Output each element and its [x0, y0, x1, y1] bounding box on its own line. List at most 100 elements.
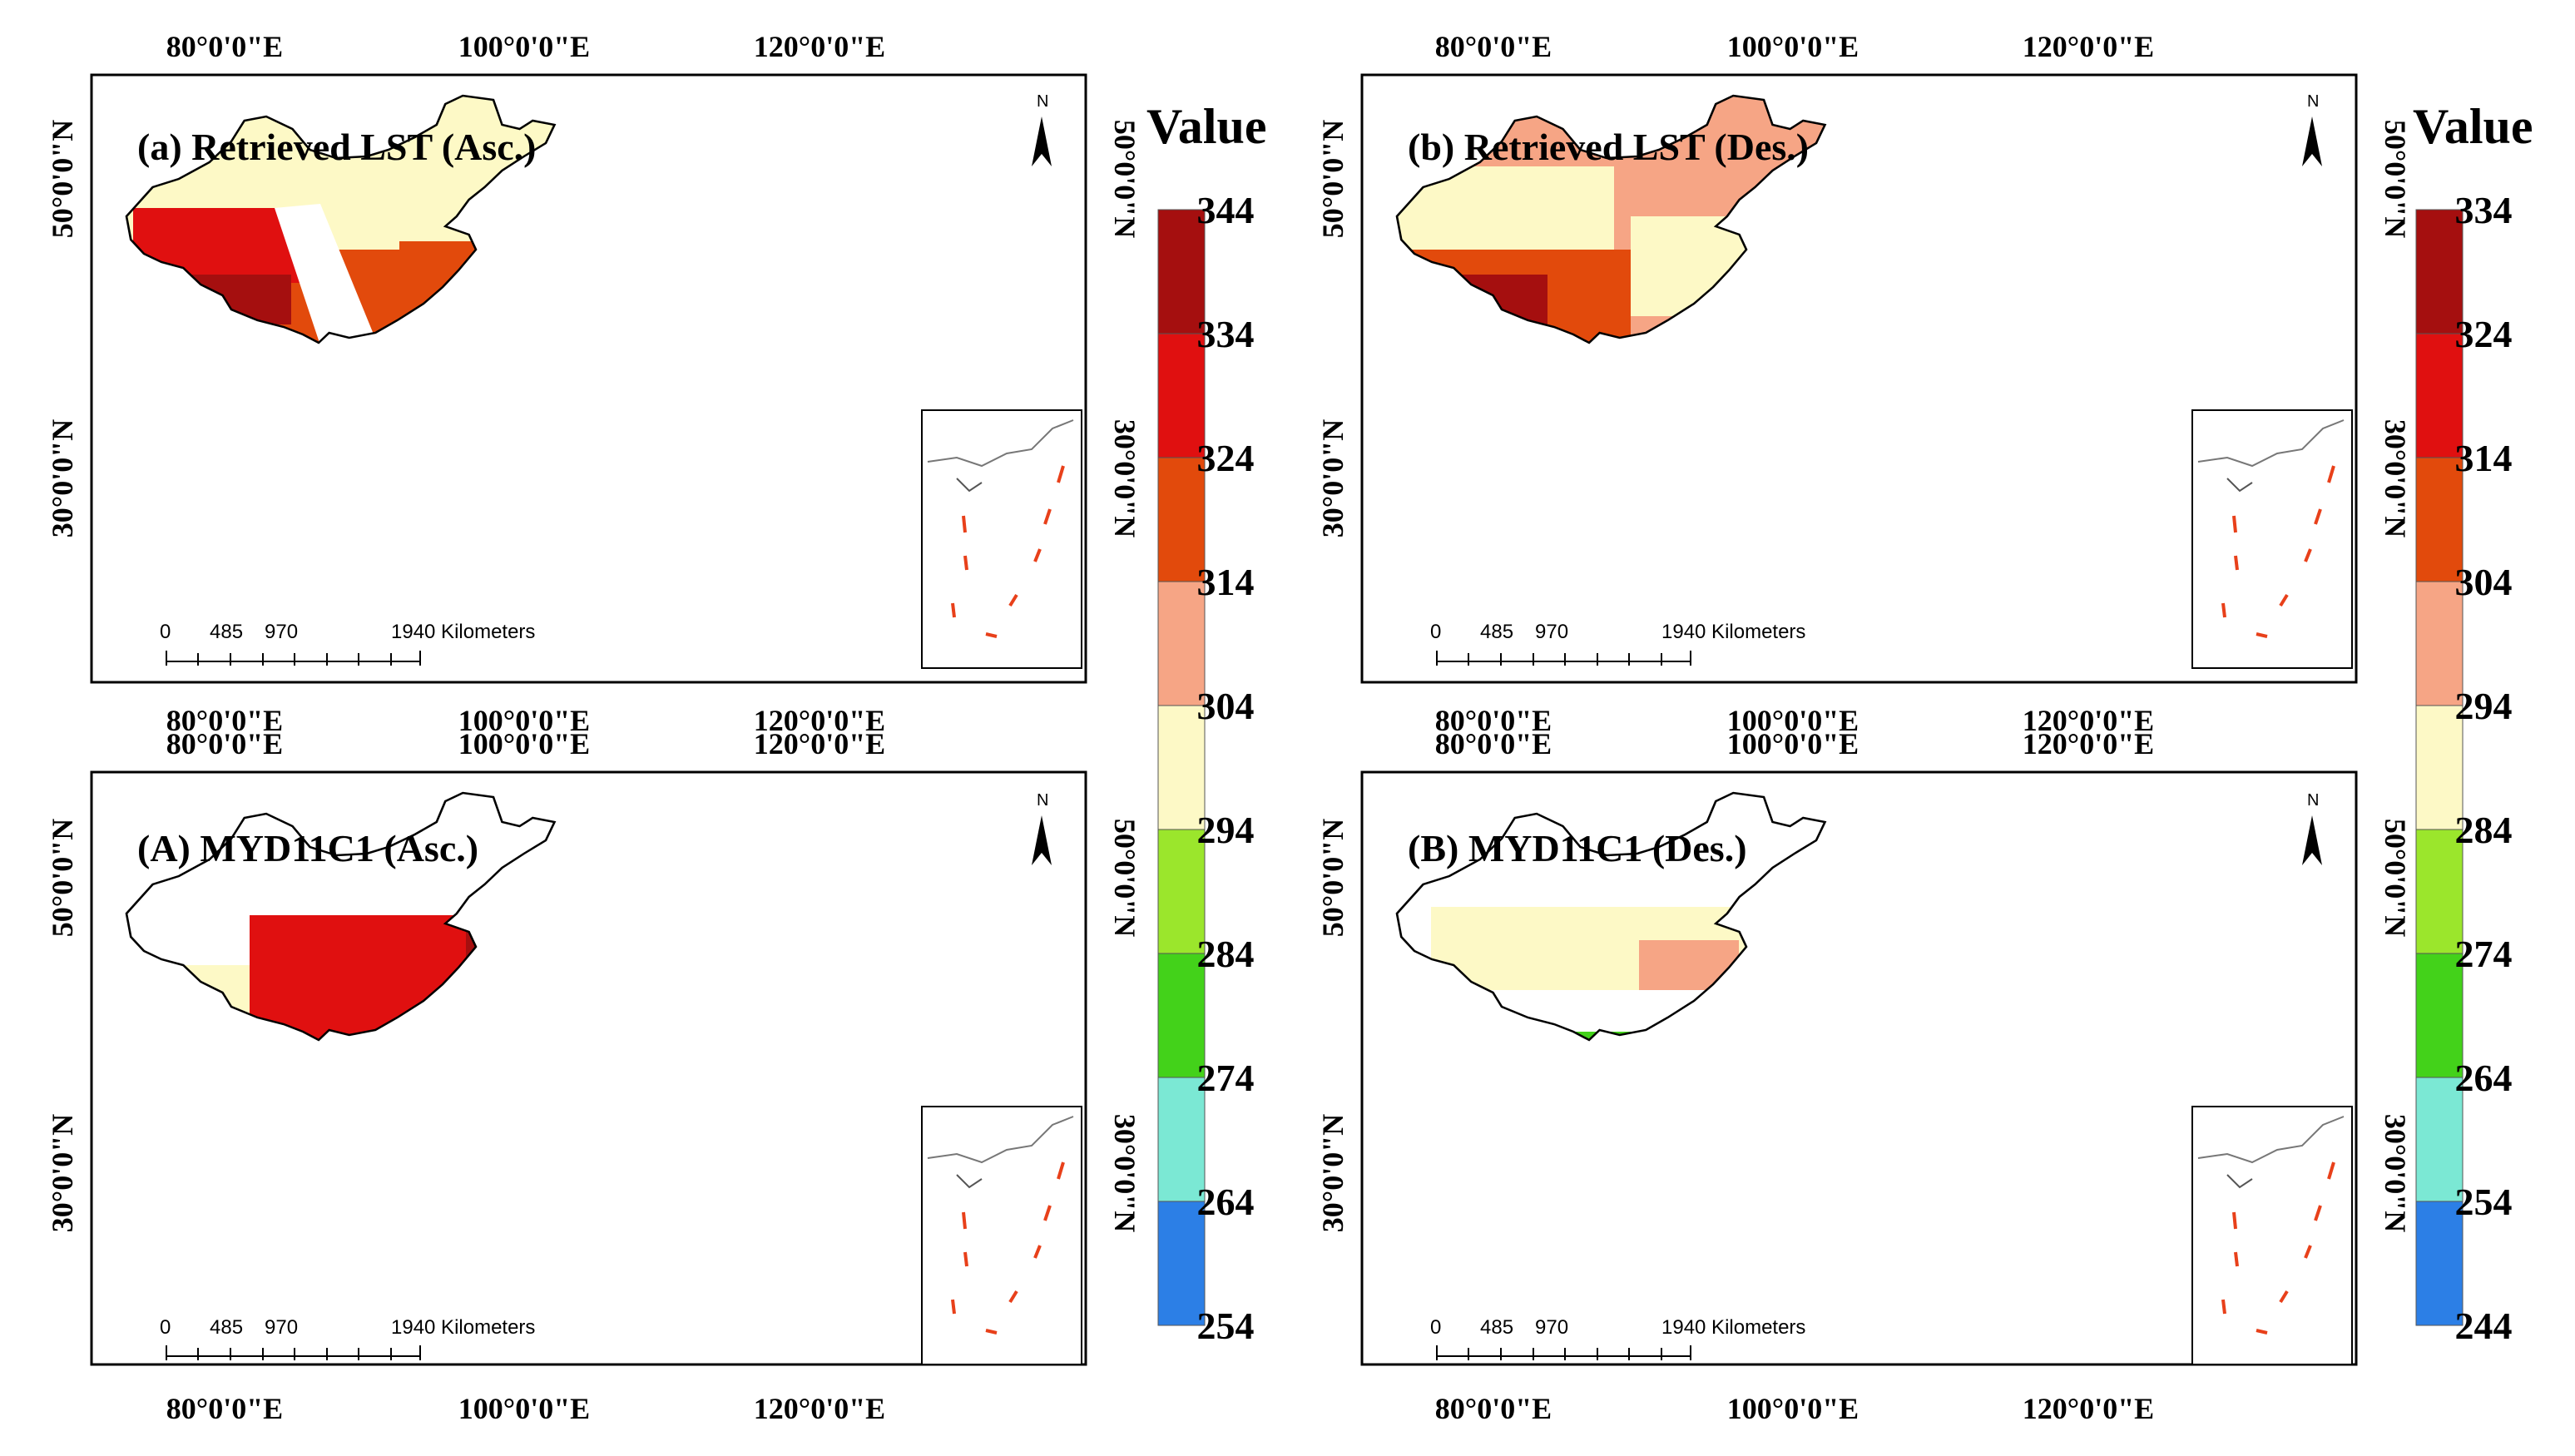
- lon-label: 100°0'0"E: [458, 1392, 590, 1425]
- panel-b: (b) Retrieved LST (Des.) N 0 485 970 194…: [1316, 30, 2412, 737]
- scale-label: 0: [1430, 1316, 1441, 1339]
- scale-label: 1940 Kilometers: [1661, 1316, 1805, 1339]
- lon-label: 120°0'0"E: [2023, 30, 2154, 63]
- lon-label: 80°0'0"E: [1435, 1392, 1552, 1425]
- lon-label: 80°0'0"E: [166, 704, 283, 737]
- lon-label: 100°0'0"E: [1727, 704, 1859, 737]
- lon-label: 120°0'0"E: [754, 30, 885, 63]
- lon-label: 100°0'0"E: [458, 30, 590, 63]
- legend-ascending: Value 344 334 324 314 304 294 284 274 264 254: [1146, 99, 1267, 1347]
- lon-label: 80°0'0"E: [166, 30, 283, 63]
- lat-label: 30°0'0"N: [1316, 1114, 1349, 1232]
- svg-text:N: N: [2307, 791, 2319, 810]
- legend-tick-label: 264: [2455, 1057, 2513, 1099]
- north-arrow: N: [2302, 92, 2322, 166]
- legend-tick-label: 254: [2455, 1181, 2513, 1223]
- scale-label: 0: [160, 621, 171, 643]
- legend-swatch: [2415, 1201, 2464, 1326]
- lon-label: 120°0'0"E: [2023, 1392, 2154, 1425]
- lon-label: 120°0'0"E: [754, 704, 885, 737]
- legend-swatch: [1157, 1201, 1206, 1326]
- scale-label: 970: [265, 621, 298, 643]
- scale-bar: 0 485 970 1940 Kilometers: [160, 1316, 535, 1360]
- lon-label: 120°0'0"E: [2023, 727, 2154, 760]
- inset-map: [921, 409, 1082, 669]
- scale-bar: 0 485 970 1940 Kilometers: [1430, 1316, 1805, 1360]
- legend-swatch: [1157, 705, 1206, 830]
- legend-tick-label: 244: [2455, 1305, 2513, 1347]
- svg-text:N: N: [1037, 791, 1048, 810]
- scale-label: 0: [1430, 621, 1441, 643]
- scale-label: 1940 Kilometers: [391, 621, 535, 643]
- lon-label: 120°0'0"E: [2023, 704, 2154, 737]
- legend-tick-label: 334: [2455, 189, 2513, 231]
- lon-label: 100°0'0"E: [458, 727, 590, 760]
- scale-label: 1940 Kilometers: [391, 1316, 535, 1339]
- legend-tick-label: 264: [1197, 1181, 1255, 1223]
- legend-tick-label: 324: [1197, 437, 1255, 479]
- lat-label: 50°0'0"N: [46, 120, 79, 238]
- legend-swatch: [1157, 1077, 1206, 1202]
- svg-text:N: N: [2307, 92, 2319, 111]
- lat-label: 50°0'0"N: [1316, 120, 1349, 238]
- scale-label: 970: [265, 1316, 298, 1339]
- lon-label: 80°0'0"E: [1435, 727, 1552, 760]
- legend-swatch: [1157, 953, 1206, 1078]
- lon-label: 100°0'0"E: [1727, 1392, 1859, 1425]
- legend-swatch: [1157, 209, 1206, 334]
- lat-label: 50°0'0"N: [2379, 819, 2412, 937]
- legend-swatch: [1157, 581, 1206, 706]
- lon-label: 100°0'0"E: [1727, 727, 1859, 760]
- lat-label: 30°0'0"N: [2379, 1114, 2412, 1232]
- panel-A: (A) MYD11C1 (Asc.) N 0 485 970 1940 Kilo…: [46, 727, 1141, 1425]
- lon-label: 80°0'0"E: [1435, 704, 1552, 737]
- north-arrow: N: [2302, 791, 2322, 865]
- lat-label: 50°0'0"N: [1316, 819, 1349, 937]
- lat-label: 30°0'0"N: [1316, 419, 1349, 537]
- lat-label: 50°0'0"N: [1108, 819, 1141, 937]
- legend-swatch: [1157, 829, 1206, 954]
- lat-label: 50°0'0"N: [2379, 120, 2412, 238]
- panel-title: (b) Retrieved LST (Des.): [1408, 126, 1809, 168]
- lon-label: 80°0'0"E: [1435, 30, 1552, 63]
- legend-descending: Value 334 324 314 304 294 284 274 264 254 244: [2413, 99, 2533, 1347]
- legend-swatch: [2415, 705, 2464, 830]
- scale-bar: 0 485 970 1940 Kilometers: [160, 621, 535, 666]
- panel-title: (A) MYD11C1 (Asc.): [137, 827, 478, 869]
- inset-map: [921, 1106, 1082, 1365]
- legend-tick-label: 304: [2455, 561, 2513, 603]
- legend-tick-label: 284: [2455, 809, 2513, 851]
- lon-label: 80°0'0"E: [166, 1392, 283, 1425]
- legend-title: Value: [1146, 99, 1267, 154]
- lat-label: 30°0'0"N: [46, 419, 79, 537]
- svg-text:N: N: [1037, 92, 1048, 111]
- lon-label: 100°0'0"E: [458, 704, 590, 737]
- scale-label: 485: [210, 621, 243, 643]
- lon-label: 120°0'0"E: [754, 1392, 885, 1425]
- lat-label: 30°0'0"N: [1108, 1114, 1141, 1232]
- scale-label: 1940 Kilometers: [1661, 621, 1805, 643]
- legend-swatch: [1157, 333, 1206, 458]
- legend-tick-label: 274: [1197, 1057, 1255, 1099]
- legend-swatch: [2415, 1077, 2464, 1202]
- legend-swatch: [1157, 457, 1206, 582]
- legend-tick-label: 284: [1197, 933, 1255, 975]
- legend-tick-label: 334: [1197, 313, 1255, 355]
- lat-label: 30°0'0"N: [1108, 419, 1141, 537]
- legend-title: Value: [2413, 99, 2533, 154]
- inset-map: [2191, 409, 2353, 669]
- scale-label: 485: [210, 1316, 243, 1339]
- inset-map: [2191, 1106, 2353, 1365]
- panel-a: (a) Retrieved LST (Asc.) N 0 485 970 194…: [46, 30, 1141, 737]
- scale-label: 485: [1480, 1316, 1513, 1339]
- scale-bar: 0 485 970 1940 Kilometers: [1430, 621, 1805, 666]
- lon-label: 120°0'0"E: [754, 727, 885, 760]
- panel-B: (B) MYD11C1 (Des.) N 0 485 970 1940 Kilo…: [1316, 727, 2412, 1425]
- scale-label: 970: [1535, 621, 1568, 643]
- legend-tick-label: 304: [1197, 685, 1255, 727]
- panel-title: (a) Retrieved LST (Asc.): [137, 126, 537, 168]
- legend-tick-label: 314: [2455, 437, 2513, 479]
- legend-tick-label: 254: [1197, 1305, 1255, 1347]
- lon-label: 80°0'0"E: [166, 727, 283, 760]
- legend-tick-label: 294: [1197, 809, 1255, 851]
